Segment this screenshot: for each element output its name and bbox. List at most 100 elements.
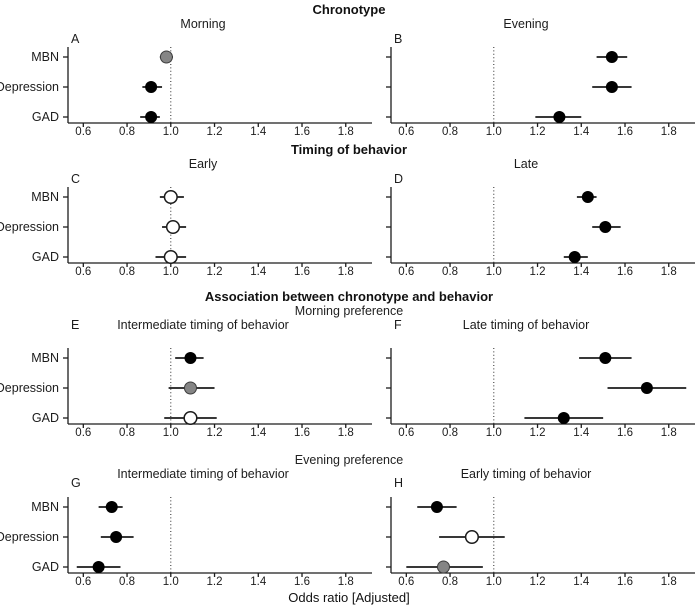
marker-G-gad bbox=[92, 561, 105, 573]
x-tick-label: 1.4 bbox=[250, 427, 267, 439]
marker-A-depression bbox=[145, 81, 158, 93]
panel-h-early-timing: Early timing of behavior H 0.6 0.8 1.0 1.2 1.4… bbox=[386, 467, 695, 588]
panel-title: Early bbox=[189, 157, 218, 171]
x-tick-label: 1.0 bbox=[486, 427, 502, 439]
category-label-gad: GAD bbox=[32, 110, 59, 124]
x-tick-label: 1.2 bbox=[530, 576, 546, 588]
x-tick-label: 1.4 bbox=[573, 126, 590, 138]
marker-B-depression bbox=[605, 81, 618, 93]
x-tick-label: 1.4 bbox=[250, 266, 267, 278]
marker-E-mbn bbox=[184, 352, 197, 364]
x-tick-label: 1.2 bbox=[530, 266, 546, 278]
section-subheader-morning-preference: Morning preference bbox=[294, 304, 404, 318]
marker-G-mbn bbox=[105, 501, 118, 513]
panel-letter: E bbox=[71, 318, 79, 332]
x-tick-label: 0.6 bbox=[398, 427, 414, 439]
panel-letter: H bbox=[394, 476, 403, 490]
x-tick-label: 1.4 bbox=[250, 126, 267, 138]
marker-E-gad bbox=[183, 410, 198, 426]
marker-G-depression bbox=[110, 531, 123, 543]
category-label-mbn: MBN bbox=[31, 351, 59, 365]
marker-E-depression bbox=[183, 381, 197, 395]
x-tick-label: 1.8 bbox=[661, 427, 677, 439]
x-tick-label: 1.0 bbox=[486, 576, 502, 588]
x-tick-label: 1.8 bbox=[661, 126, 677, 138]
section-chronotype: Chronotype Morning A 0.6 0.8 1.0 1.2 1.4 1.6 1.8… bbox=[0, 2, 698, 139]
chart-row-evening-preference: Intermediate timing of behavior G 0.6 0.8 1.… bbox=[0, 467, 698, 589]
panel-letter: C bbox=[71, 172, 80, 186]
x-tick-label: 0.8 bbox=[119, 427, 135, 439]
x-tick-label: 0.8 bbox=[442, 427, 458, 439]
section-association-morning: Association between chronotype and behav… bbox=[0, 289, 698, 440]
x-tick-label: 0.8 bbox=[442, 126, 458, 138]
marker-D-mbn bbox=[581, 191, 594, 203]
x-tick-label: 1.0 bbox=[163, 126, 179, 138]
x-tick-label: 0.8 bbox=[119, 126, 135, 138]
panel-b-evening: Evening B 0.6 0.8 1.0 1.2 1.4 1.6 1.8 bbox=[386, 17, 695, 138]
category-label-depression: Depression bbox=[0, 530, 59, 544]
panel-title: Intermediate timing of behavior bbox=[117, 318, 289, 332]
x-tick-label: 1.6 bbox=[294, 266, 310, 278]
category-label-depression: Depression bbox=[0, 381, 59, 395]
section-timing-of-behavior: Timing of behavior Early C 0.6 0.8 1.0 1.2 1.4… bbox=[0, 142, 698, 279]
panel-title: Intermediate timing of behavior bbox=[117, 467, 289, 481]
marker-D-gad bbox=[568, 251, 581, 263]
category-label-depression: Depression bbox=[0, 220, 59, 234]
marker-D-depression bbox=[599, 221, 612, 233]
x-tick-label: 1.8 bbox=[661, 266, 677, 278]
panel-e-intermediate-timing: Intermediate timing of behavior E 0.6 0.8 1.… bbox=[0, 318, 372, 439]
x-tick-label: 1.6 bbox=[294, 576, 310, 588]
marker-B-gad bbox=[553, 111, 566, 123]
marker-C-depression bbox=[165, 219, 181, 235]
panel-d-late: Late D 0.6 0.8 1.0 1.2 1.4 1.6 1.8 bbox=[386, 157, 695, 278]
x-tick-label: 0.6 bbox=[398, 266, 414, 278]
x-tick-label: 1.0 bbox=[163, 576, 179, 588]
x-tick-label: 1.6 bbox=[294, 126, 310, 138]
x-tick-label: 1.6 bbox=[617, 266, 633, 278]
x-tick-label: 1.8 bbox=[338, 126, 354, 138]
x-tick-label: 1.8 bbox=[338, 266, 354, 278]
panel-title: Late bbox=[514, 157, 538, 171]
marker-F-mbn bbox=[599, 352, 612, 364]
x-tick-label: 1.6 bbox=[294, 427, 310, 439]
chart-row-chronotype: Morning A 0.6 0.8 1.0 1.2 1.4 1.6 1.8 MBN Depressi… bbox=[0, 17, 698, 139]
panel-title: Morning bbox=[180, 17, 225, 31]
category-label-gad: GAD bbox=[32, 411, 59, 425]
x-tick-label: 1.2 bbox=[530, 126, 546, 138]
x-tick-label: 0.6 bbox=[75, 266, 91, 278]
section-subheader-evening-preference: Evening preference bbox=[294, 453, 404, 467]
marker-A-gad bbox=[145, 111, 158, 123]
panel-g-intermediate-timing: Intermediate timing of behavior G 0.6 0.8 1.… bbox=[0, 467, 372, 588]
x-tick-label: 0.8 bbox=[119, 266, 135, 278]
marker-F-gad bbox=[557, 412, 570, 424]
chart-row-morning-preference: Intermediate timing of behavior E 0.6 0.8 1.… bbox=[0, 318, 698, 440]
marker-H-depression bbox=[464, 529, 479, 545]
x-tick-label: 1.4 bbox=[250, 576, 267, 588]
x-axis-label: Odds ratio [Adjusted] bbox=[288, 590, 410, 605]
panel-c-early: Early C 0.6 0.8 1.0 1.2 1.4 1.6 1.8 MBN Depression… bbox=[0, 157, 372, 278]
x-tick-label: 1.2 bbox=[207, 266, 223, 278]
panel-a-morning: Morning A 0.6 0.8 1.0 1.2 1.4 1.6 1.8 MBN Depressi… bbox=[0, 17, 372, 138]
chart-row-timing: Early C 0.6 0.8 1.0 1.2 1.4 1.6 1.8 MBN Depression… bbox=[0, 157, 698, 279]
marker-C-gad bbox=[163, 249, 178, 265]
x-tick-label: 1.0 bbox=[163, 427, 179, 439]
x-tick-label: 0.8 bbox=[442, 266, 458, 278]
marker-H-mbn bbox=[430, 501, 443, 513]
x-tick-label: 1.2 bbox=[530, 427, 546, 439]
section-header-chronotype: Chronotype bbox=[312, 2, 386, 17]
x-tick-label: 0.8 bbox=[442, 576, 458, 588]
section-header-association: Association between chronotype and behav… bbox=[204, 289, 494, 304]
marker-B-mbn bbox=[605, 51, 618, 63]
x-tick-label: 0.6 bbox=[75, 427, 91, 439]
panel-title: Early timing of behavior bbox=[461, 467, 592, 481]
x-tick-label: 1.0 bbox=[486, 266, 502, 278]
x-tick-label: 0.6 bbox=[398, 576, 414, 588]
x-tick-label: 1.6 bbox=[617, 576, 633, 588]
marker-C-mbn bbox=[163, 189, 178, 205]
marker-H-gad bbox=[436, 560, 450, 574]
marker-F-depression bbox=[640, 382, 653, 394]
x-tick-label: 1.6 bbox=[617, 427, 633, 439]
x-tick-label: 0.6 bbox=[75, 126, 91, 138]
x-tick-label: 1.2 bbox=[207, 126, 223, 138]
x-tick-label: 0.6 bbox=[398, 126, 414, 138]
